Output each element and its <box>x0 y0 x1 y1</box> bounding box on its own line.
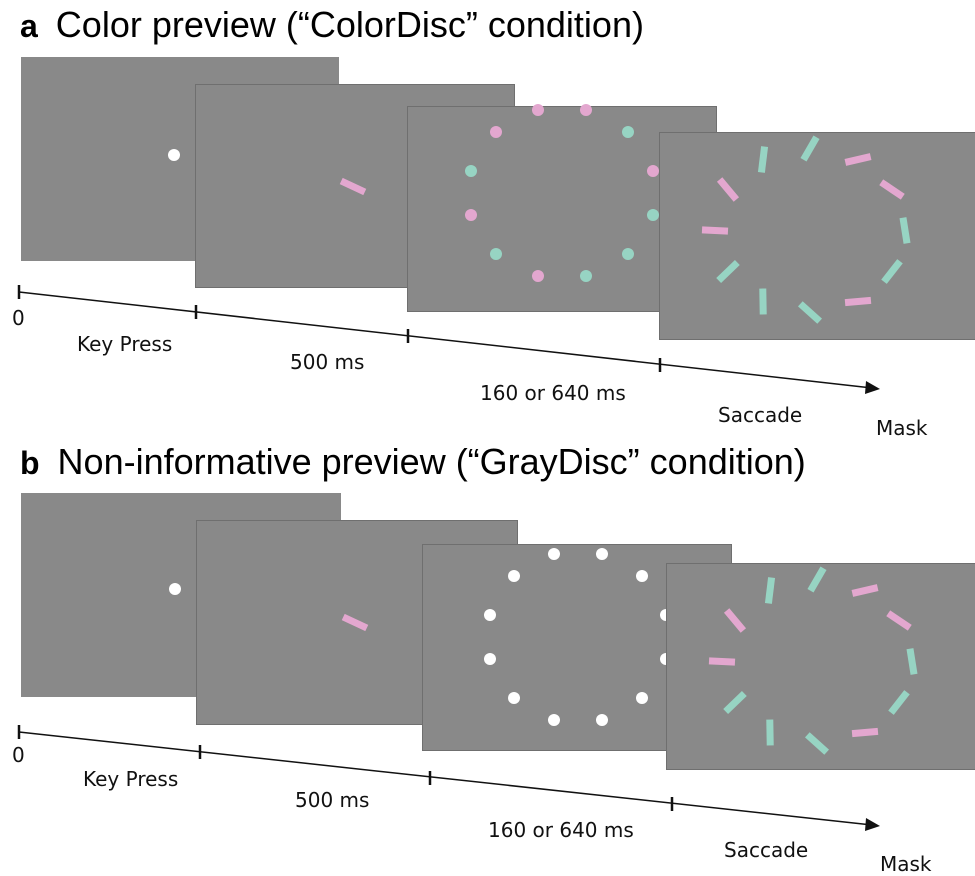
panel-a: a Color preview (“ColorDisc” condition) 0… <box>0 0 975 440</box>
screen-mask <box>666 563 975 770</box>
panel-title: Non-informative preview (“GrayDisc” cond… <box>57 441 806 482</box>
label-key-press: Key Press <box>83 767 179 791</box>
preview-disc <box>484 608 497 621</box>
preview-disc <box>580 270 593 283</box>
preview-disc <box>531 103 544 116</box>
preview-disc <box>548 714 561 727</box>
preview-disc <box>465 209 478 222</box>
label-time-zero: 0 <box>12 743 25 767</box>
label-preview-duration: 160 or 640 ms <box>480 381 626 405</box>
label-mask: Mask <box>880 852 932 876</box>
panel-b: b Non-informative preview (“GrayDisc” con… <box>0 437 975 876</box>
fixation-dot <box>168 149 180 161</box>
preview-disc <box>580 103 593 116</box>
panel-letter: b <box>20 445 40 481</box>
preview-disc <box>531 270 544 283</box>
label-preview-duration: 160 or 640 ms <box>488 818 634 842</box>
preview-disc <box>636 570 649 583</box>
preview-disc <box>646 164 659 177</box>
timeline-arrow <box>17 285 880 394</box>
preview-disc <box>595 547 608 560</box>
preview-disc <box>489 247 502 260</box>
label-saccade: Saccade <box>718 403 803 427</box>
preview-disc <box>507 570 520 583</box>
panel-heading: b Non-informative preview (“GrayDisc” con… <box>20 441 806 483</box>
preview-disc <box>622 126 635 139</box>
label-time-zero: 0 <box>12 306 25 330</box>
panel-letter: a <box>20 8 38 44</box>
panel-title: Color preview (“ColorDisc” condition) <box>55 4 644 45</box>
label-fixation-duration: 500 ms <box>295 788 370 812</box>
timeline-arrow <box>17 725 880 831</box>
preview-disc <box>489 126 502 139</box>
fixation-dot <box>169 583 181 595</box>
preview-disc <box>507 691 520 704</box>
preview-disc <box>548 547 561 560</box>
preview-disc <box>484 653 497 666</box>
preview-disc <box>622 247 635 260</box>
preview-disc <box>595 714 608 727</box>
label-fixation-duration: 500 ms <box>290 350 365 374</box>
panel-heading: a Color preview (“ColorDisc” condition) <box>20 4 644 46</box>
preview-disc <box>646 209 659 222</box>
label-mask: Mask <box>876 416 928 440</box>
label-key-press: Key Press <box>77 332 173 356</box>
preview-disc <box>636 691 649 704</box>
preview-disc <box>465 164 478 177</box>
label-saccade: Saccade <box>724 838 809 862</box>
screen-mask <box>659 132 975 340</box>
